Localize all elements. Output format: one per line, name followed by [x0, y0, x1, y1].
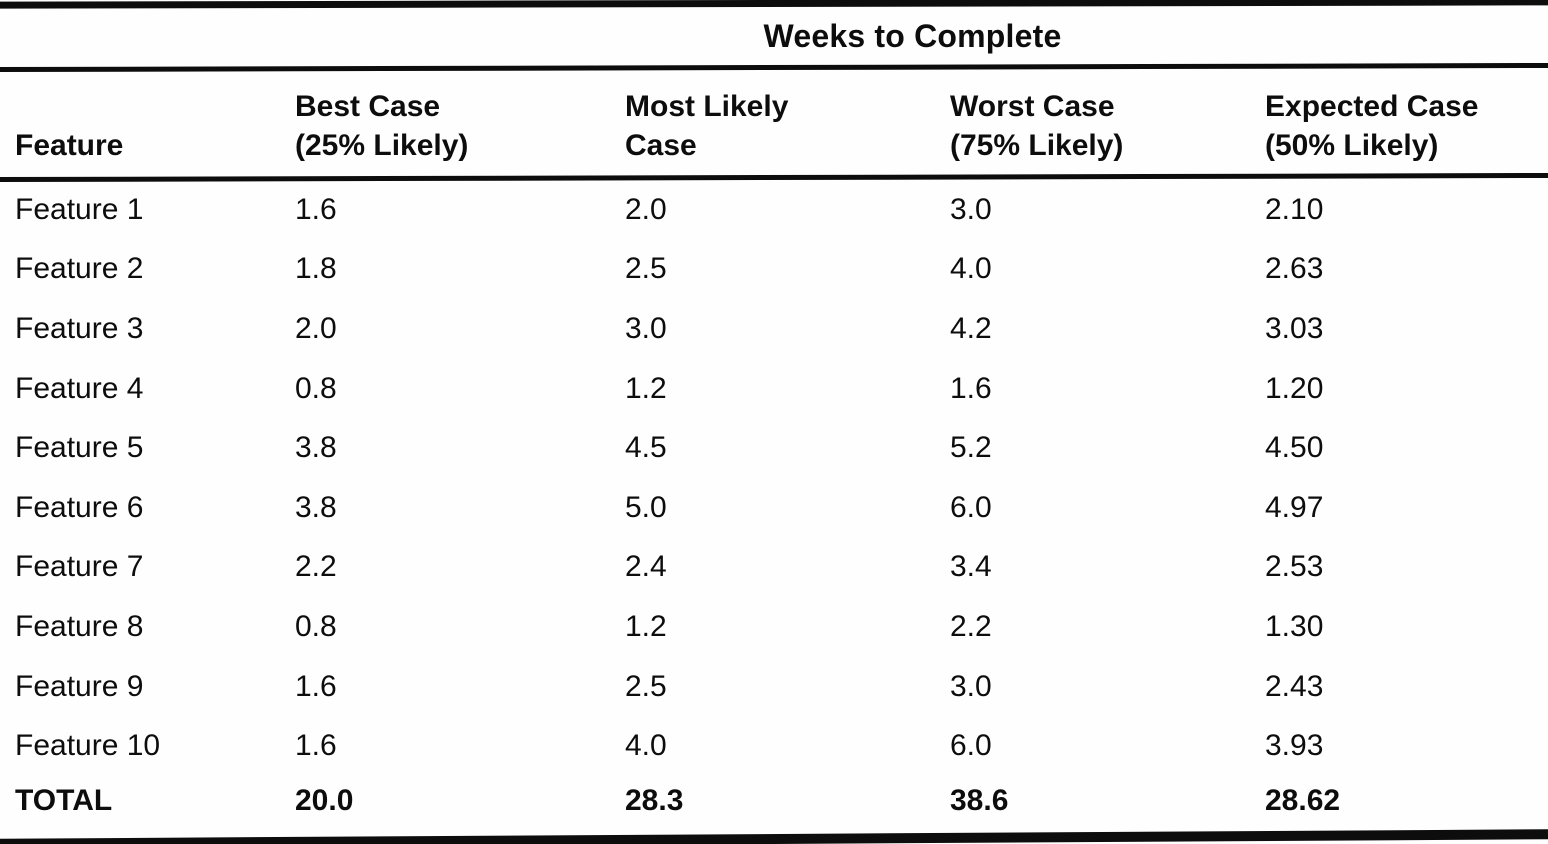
best-cell: 0.8 — [295, 371, 337, 405]
column-header-most: Most Likely Case — [625, 90, 789, 162]
most-cell: 1.2 — [625, 609, 667, 643]
column-header-worst: Worst Case (75% Likely) — [950, 90, 1124, 162]
expected-cell: 2.63 — [1265, 252, 1324, 286]
feature-cell: Feature 5 — [15, 431, 144, 465]
total-most-cell: 28.3 — [625, 783, 684, 817]
total-worst-cell: 38.6 — [950, 783, 1009, 817]
column-header-best: Best Case (25% Likely) — [295, 90, 469, 162]
worst-cell: 3.0 — [950, 669, 992, 703]
column-header-feature: Feature — [15, 129, 124, 162]
most-cell: 5.0 — [625, 490, 667, 524]
feature-cell: Feature 2 — [15, 252, 144, 286]
feature-cell: Feature 4 — [15, 371, 144, 405]
worst-cell: 4.0 — [950, 252, 992, 286]
best-cell: 3.8 — [295, 431, 337, 465]
table-row: Feature 3 2.0 3.0 4.2 3.03 — [0, 299, 1548, 359]
expected-cell: 1.30 — [1265, 609, 1324, 643]
table-row: Feature 6 3.8 5.0 6.0 4.97 — [0, 478, 1548, 538]
table-row: Feature 8 0.8 1.2 2.2 1.30 — [0, 597, 1548, 657]
expected-cell: 1.20 — [1265, 371, 1324, 405]
feature-cell: Feature 1 — [15, 192, 144, 226]
table-title-row: Weeks to Complete — [0, 7, 1548, 65]
most-cell: 2.5 — [625, 669, 667, 703]
expected-cell: 2.53 — [1265, 550, 1324, 584]
worst-cell: 6.0 — [950, 729, 992, 763]
total-expected-cell: 28.62 — [1265, 783, 1341, 817]
feature-cell: Feature 10 — [15, 729, 161, 763]
worst-cell: 1.6 — [950, 371, 992, 405]
best-cell: 2.0 — [295, 311, 337, 345]
most-cell: 1.2 — [625, 371, 667, 405]
feature-cell: Feature 7 — [15, 550, 144, 584]
most-cell: 2.5 — [625, 252, 667, 286]
most-cell: 3.0 — [625, 311, 667, 345]
expected-cell: 2.43 — [1265, 669, 1324, 703]
table-title: Weeks to Complete — [763, 17, 1062, 54]
most-cell: 2.4 — [625, 550, 667, 584]
worst-cell: 4.2 — [950, 311, 992, 345]
worst-cell: 5.2 — [950, 431, 992, 465]
table-row: Feature 10 1.6 4.0 6.0 3.93 — [0, 716, 1548, 776]
table-row: Feature 4 0.8 1.2 1.6 1.20 — [0, 359, 1548, 419]
expected-cell: 3.03 — [1265, 311, 1324, 345]
feature-cell: Feature 8 — [15, 609, 144, 643]
table-row: Feature 2 1.8 2.5 4.0 2.63 — [0, 240, 1548, 300]
best-cell: 0.8 — [295, 609, 337, 643]
table-row: Feature 5 3.8 4.5 5.2 4.50 — [0, 418, 1548, 478]
best-cell: 2.2 — [295, 550, 337, 584]
column-header-row: Feature Best Case (25% Likely) Most Like… — [0, 70, 1548, 175]
expected-cell: 2.10 — [1265, 192, 1324, 226]
worst-cell: 3.4 — [950, 550, 992, 584]
worst-cell: 6.0 — [950, 490, 992, 524]
total-label: TOTAL — [15, 783, 113, 817]
feature-cell: Feature 6 — [15, 490, 144, 524]
most-cell: 4.5 — [625, 431, 667, 465]
best-cell: 1.6 — [295, 192, 337, 226]
best-cell: 1.6 — [295, 669, 337, 703]
best-cell: 1.6 — [295, 729, 337, 763]
expected-cell: 4.50 — [1265, 431, 1324, 465]
most-cell: 2.0 — [625, 192, 667, 226]
total-best-cell: 20.0 — [295, 783, 354, 817]
worst-cell: 3.0 — [950, 192, 992, 226]
table-total-row: TOTAL 20.0 28.3 38.6 28.62 — [0, 776, 1548, 832]
table-row: Feature 7 2.2 2.4 3.4 2.53 — [0, 538, 1548, 598]
best-cell: 3.8 — [295, 490, 337, 524]
most-cell: 4.0 — [625, 729, 667, 763]
column-header-expected: Expected Case (50% Likely) — [1265, 90, 1479, 162]
worst-cell: 2.2 — [950, 609, 992, 643]
best-cell: 1.8 — [295, 252, 337, 286]
expected-cell: 4.97 — [1265, 490, 1324, 524]
table-row: Feature 9 1.6 2.5 3.0 2.43 — [0, 657, 1548, 717]
feature-cell: Feature 9 — [15, 669, 144, 703]
table-row: Feature 1 1.6 2.0 3.0 2.10 — [0, 180, 1548, 240]
expected-cell: 3.93 — [1265, 729, 1324, 763]
feature-cell: Feature 3 — [15, 311, 144, 345]
